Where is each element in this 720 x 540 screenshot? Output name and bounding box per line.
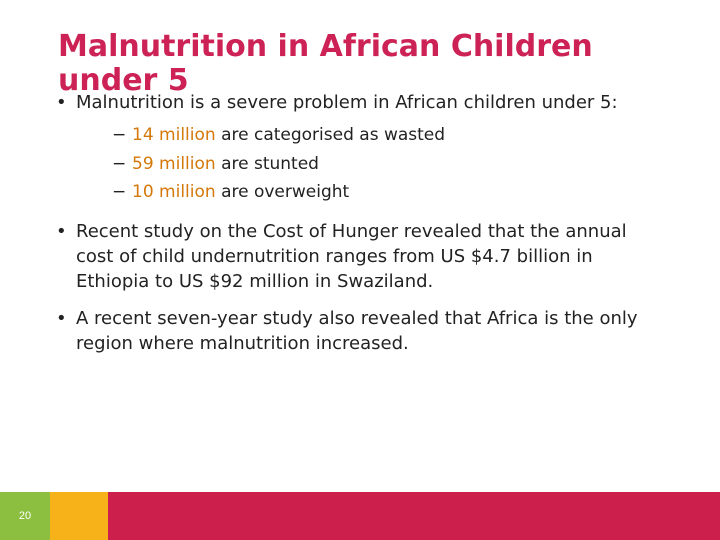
- sub-item: − 10 million are overweight: [112, 178, 656, 207]
- stat-text: are overweight: [215, 182, 350, 202]
- dash-glyph: −: [112, 125, 127, 145]
- page-number: 20: [0, 492, 50, 540]
- bullet-text: Malnutrition is a severe problem in Afri…: [76, 92, 618, 113]
- stat-number: 14 million: [132, 125, 216, 145]
- stat-text: are categorised as wasted: [215, 125, 446, 145]
- footer-bar: 20: [0, 492, 720, 540]
- bullet-text: Recent study on the Cost of Hunger revea…: [76, 220, 627, 292]
- dash-glyph: −: [112, 153, 127, 174]
- bullet-dot: •: [56, 92, 67, 113]
- bullet-dot: •: [56, 220, 67, 242]
- bullet-item: • Recent study on the Cost of Hunger rev…: [56, 219, 656, 294]
- bullet-item: • A recent seven-year study also reveale…: [56, 306, 656, 356]
- stat-number: 59 million: [132, 153, 216, 174]
- slide-title: Malnutrition in African Children under 5: [58, 29, 593, 98]
- footer-red-block: [108, 492, 720, 540]
- footer-yellow-block: [50, 492, 108, 540]
- stat-text: are stunted: [215, 153, 319, 174]
- dash-glyph: −: [112, 182, 127, 202]
- sub-list: − 14 million are categorised as wasted −…: [76, 121, 656, 207]
- sub-item: − 59 million are stunted: [112, 150, 656, 179]
- sub-item: − 14 million are categorised as wasted: [112, 121, 656, 150]
- bullet-text: A recent seven-year study also revealed …: [76, 307, 638, 354]
- slide-body: • Malnutrition is a severe problem in Af…: [56, 90, 656, 368]
- bullet-dot: •: [56, 307, 67, 329]
- bullet-item: • Malnutrition is a severe problem in Af…: [56, 90, 656, 207]
- stat-number: 10 million: [132, 182, 216, 202]
